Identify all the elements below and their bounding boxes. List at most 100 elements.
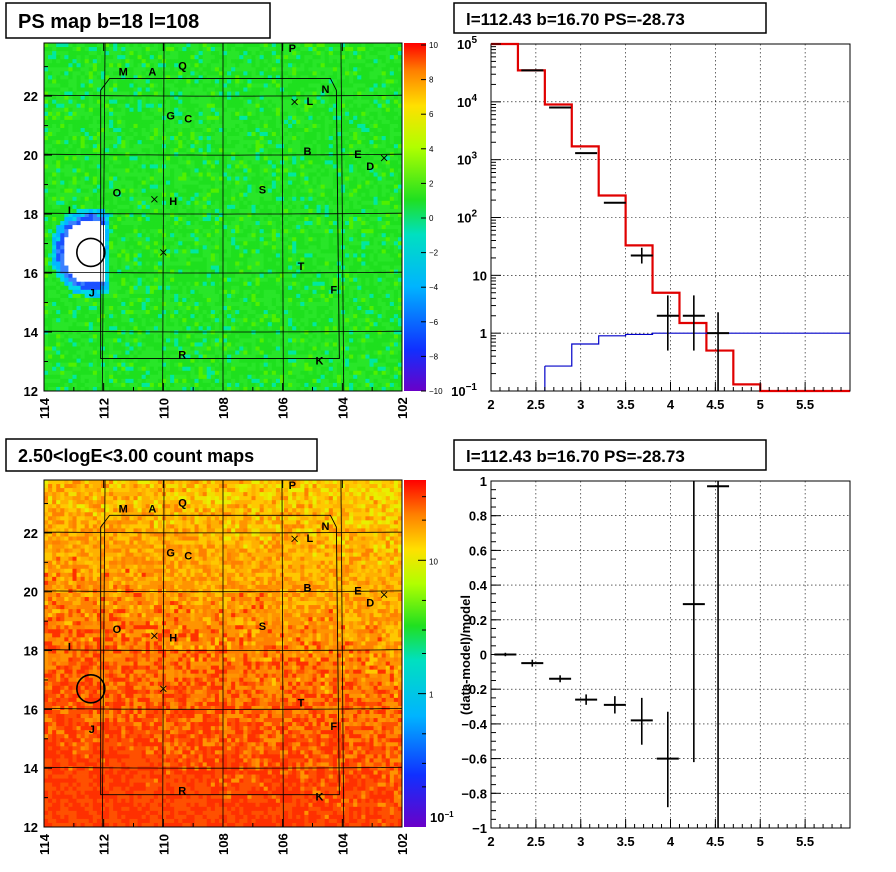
heatmap-cell — [149, 55, 155, 60]
heatmap-cell — [194, 212, 199, 218]
heatmap-cell — [96, 188, 102, 194]
heatmap-cell — [353, 115, 358, 121]
heatmap-cell — [44, 87, 49, 92]
heatmap-cell — [393, 160, 399, 165]
heatmap-cell — [377, 144, 383, 149]
heatmap-cell — [332, 233, 338, 238]
heatmap-cell — [357, 204, 362, 210]
heatmap-cell — [64, 192, 69, 198]
heatmap-cell — [109, 221, 114, 226]
heatmap-cell — [389, 43, 395, 48]
heatmap-cell — [320, 257, 326, 262]
heatmap-cell — [113, 148, 118, 153]
heatmap-cell — [206, 75, 212, 80]
heatmap-cell — [300, 160, 305, 165]
heatmap-cell — [332, 249, 338, 254]
heatmap-cell — [247, 148, 252, 153]
heatmap-cell — [353, 79, 358, 84]
heatmap-cell — [308, 261, 313, 266]
heatmap-cell — [292, 127, 297, 133]
heatmap-cell — [275, 132, 281, 137]
heatmap-cell — [292, 83, 297, 88]
heatmap-cell — [389, 257, 395, 262]
heatmap-cell — [385, 192, 391, 198]
heatmap-cell — [223, 257, 228, 262]
heatmap-cell — [166, 67, 171, 72]
heatmap-cell — [206, 204, 212, 210]
heatmap-cell — [304, 43, 309, 48]
heatmap-cell — [357, 184, 362, 190]
heatmap-cell — [316, 43, 322, 48]
heatmap-cell — [68, 148, 73, 153]
heatmap-cell — [235, 237, 240, 242]
heatmap-cell — [324, 196, 330, 202]
heatmap-cell — [345, 229, 350, 234]
heatmap-cell — [247, 249, 252, 254]
heatmap-cell — [381, 55, 387, 60]
heatmap-cell — [340, 47, 346, 52]
heatmap-cell — [328, 200, 334, 206]
heatmap-cell — [96, 253, 102, 258]
heatmap-cell — [72, 261, 77, 266]
heatmap-cell — [133, 156, 138, 161]
heatmap-cell — [133, 87, 138, 92]
heatmap-cell — [275, 217, 281, 222]
heatmap-cell — [133, 148, 138, 153]
heatmap-cell — [96, 136, 102, 141]
heatmap-cell — [161, 188, 167, 194]
heatmap-cell — [44, 79, 49, 84]
heatmap-cell — [239, 111, 244, 117]
heatmap-cell — [68, 229, 73, 234]
heatmap-cell — [292, 67, 297, 72]
heatmap-cell — [397, 164, 403, 169]
heatmap-cell — [340, 257, 346, 262]
heatmap-cell — [178, 115, 183, 121]
heatmap-cell — [194, 184, 199, 190]
heatmap-cell — [389, 87, 395, 92]
heatmap-cell — [149, 233, 155, 238]
heatmap-cell — [68, 47, 73, 52]
heatmap-cell — [186, 55, 191, 60]
heatmap-cell — [72, 91, 77, 97]
heatmap-cell — [68, 217, 73, 222]
heatmap-cell — [312, 115, 317, 121]
heatmap-cell — [316, 229, 322, 234]
heatmap-cell — [284, 217, 289, 222]
heatmap-cell — [361, 67, 366, 72]
heatmap-cell — [263, 237, 269, 242]
heatmap-cell — [48, 184, 53, 190]
heatmap-cell — [373, 176, 378, 181]
heatmap-cell — [129, 156, 134, 161]
heatmap-cell — [235, 233, 240, 238]
heatmap-cell — [235, 103, 240, 109]
heatmap-cell — [267, 63, 273, 68]
heatmap-cell — [275, 164, 281, 169]
heatmap-cell — [92, 249, 98, 254]
heatmap-cell — [133, 164, 138, 169]
heatmap-cell — [76, 261, 82, 266]
heatmap-cell — [149, 99, 155, 105]
heatmap-cell — [235, 127, 240, 133]
heatmap-cell — [206, 265, 212, 271]
heatmap-cell — [92, 225, 98, 230]
heatmap-cell — [84, 111, 90, 117]
heatmap-cell — [186, 87, 191, 92]
heatmap-cell — [48, 103, 53, 109]
heatmap-cell — [227, 51, 232, 56]
heatmap-cell — [218, 132, 224, 137]
heatmap-cell — [312, 241, 317, 246]
heatmap-cell — [397, 245, 403, 250]
heatmap-cell — [292, 123, 297, 129]
heatmap-cell — [174, 176, 179, 181]
heatmap-cell — [129, 208, 134, 214]
heatmap-cell — [202, 249, 208, 254]
heatmap-cell — [340, 229, 346, 234]
heatmap-cell — [263, 59, 269, 64]
heatmap-cell — [385, 265, 391, 271]
heatmap-cell — [316, 119, 322, 125]
heatmap-cell — [247, 140, 252, 145]
heatmap-cell — [389, 241, 395, 246]
heatmap-cell — [308, 184, 313, 190]
heatmap-cell — [284, 132, 289, 137]
heatmap-cell — [385, 91, 391, 97]
